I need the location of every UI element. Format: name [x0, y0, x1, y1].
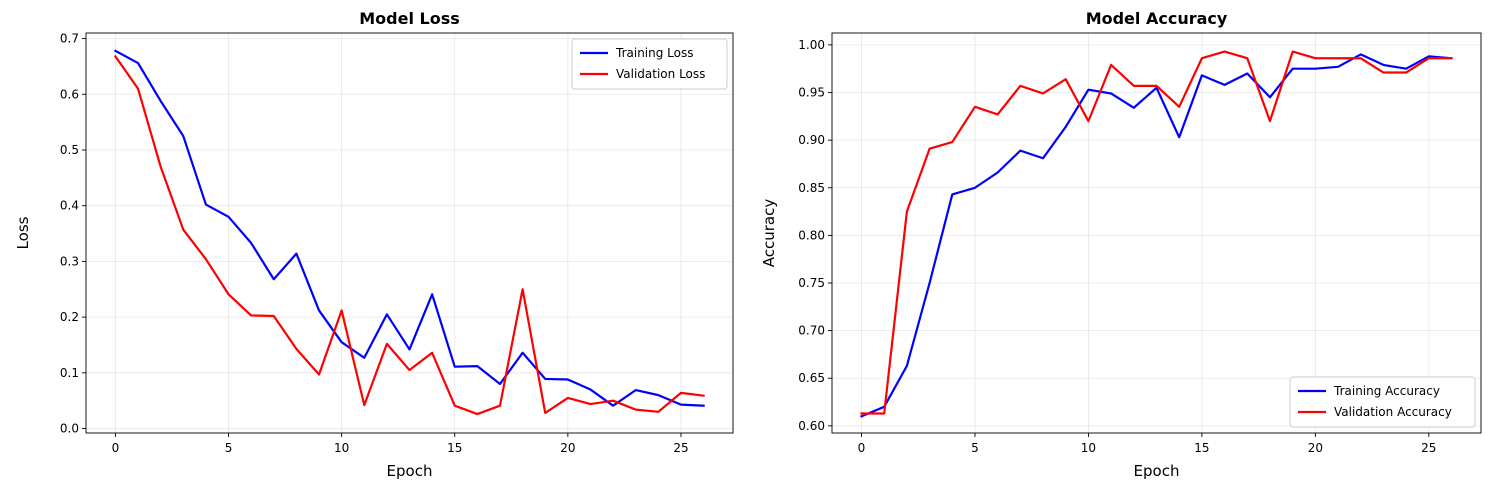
- legend-label: Validation Accuracy: [1334, 405, 1452, 419]
- y-tick-label: 0.6: [60, 87, 79, 101]
- y-tick-label: 0.75: [798, 276, 825, 290]
- x-tick-label: 10: [1081, 441, 1096, 455]
- y-tick-label: 0.4: [60, 199, 79, 213]
- y-tick-label: 0.5: [60, 143, 79, 157]
- y-tick-label: 0.70: [798, 324, 825, 338]
- x-tick-label: 5: [971, 441, 979, 455]
- x-tick-label: 25: [1421, 441, 1436, 455]
- legend-label: Training Loss: [615, 46, 693, 60]
- x-axis-label: Epoch: [387, 462, 433, 480]
- y-axis-label: Loss: [14, 216, 32, 249]
- y-tick-label: 0.85: [798, 181, 825, 195]
- legend: Training Loss Validation Loss: [571, 38, 728, 90]
- x-axis-label: Epoch: [1134, 462, 1180, 480]
- x-tick-label: 15: [447, 441, 462, 455]
- x-tick-label: 25: [673, 441, 688, 455]
- chart-title: Model Accuracy: [1086, 9, 1228, 28]
- x-tick-label: 0: [858, 441, 866, 455]
- y-tick-label: 0.1: [60, 366, 79, 380]
- legend-label: Training Accuracy: [1333, 384, 1440, 398]
- y-tick-label: 0.0: [60, 422, 79, 436]
- axes-frame: [85, 32, 734, 434]
- y-tick-label: 0.80: [798, 228, 825, 242]
- y-tick-label: 1.00: [798, 38, 825, 52]
- series-line-validation: [860, 50, 1453, 415]
- x-tick-label: 10: [334, 441, 349, 455]
- y-axis-label: Accuracy: [760, 199, 778, 268]
- y-tick-label: 0.60: [798, 419, 825, 433]
- chart-panel-1: 0 5 10 15 20 25 0.0 0.1 0.2 0.3 0.4 0.5 0.6 0.7 Model …: [14, 9, 734, 480]
- chart-panel-2: 0 5 10 15 20 25 0.60 0.65 0.70 0.75 0.80 0.85 0.90 0.…: [760, 9, 1482, 480]
- x-tick-label: 5: [225, 441, 233, 455]
- chart-title: Model Loss: [359, 9, 460, 28]
- gridlines: [86, 33, 733, 433]
- legend-box: [571, 38, 728, 90]
- y-tick-label: 0.95: [798, 86, 825, 100]
- x-tick-label: 15: [1194, 441, 1209, 455]
- x-tick-label: 20: [1308, 441, 1323, 455]
- series-line-training: [113, 49, 705, 407]
- y-tick-label: 0.2: [60, 310, 79, 324]
- legend-box: [1289, 376, 1476, 428]
- x-tick-label: 0: [112, 441, 120, 455]
- legend: Training Accuracy Validation Accuracy: [1289, 376, 1476, 428]
- gridlines: [832, 33, 1481, 433]
- series-line-validation: [113, 54, 705, 416]
- axes-frame: [831, 32, 1482, 434]
- legend-label: Validation Loss: [616, 67, 705, 81]
- x-tick-label: 20: [560, 441, 575, 455]
- y-tick-label: 0.90: [798, 133, 825, 147]
- y-tick-label: 0.7: [60, 32, 79, 46]
- y-tick-label: 0.65: [798, 371, 825, 385]
- y-tick-label: 0.3: [60, 254, 79, 268]
